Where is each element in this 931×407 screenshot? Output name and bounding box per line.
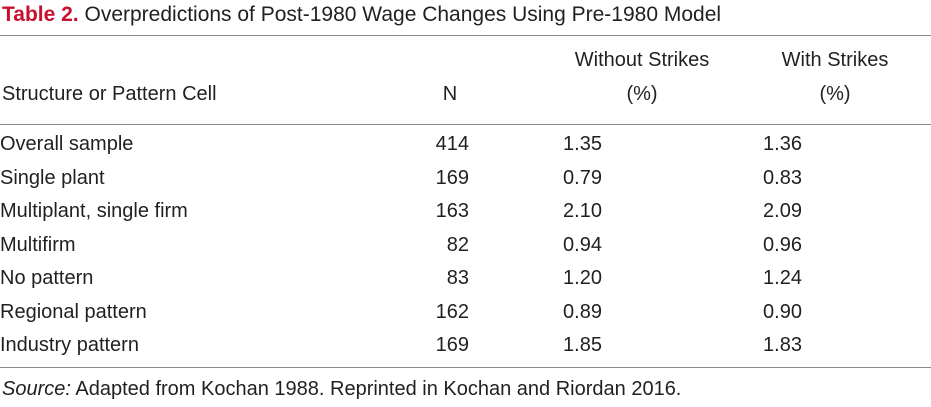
row-cell-label: Multiplant, single firm	[0, 200, 188, 222]
top-rule	[0, 35, 931, 36]
table-row: No pattern 83 1.20 1.24	[0, 262, 869, 296]
table-label: Table 2.	[2, 3, 79, 26]
source-note: Source: Adapted from Kochan 1988. Reprin…	[2, 376, 681, 402]
row-without-strikes-value: 1.85	[563, 334, 602, 356]
row-without-strikes-value: 0.89	[563, 300, 602, 323]
header-with-strikes: With Strikes (%)	[750, 47, 920, 107]
row-n-value: 162	[435, 300, 469, 323]
row-cell-label: Single plant	[0, 166, 105, 189]
row-n-value: 82	[446, 233, 469, 256]
row-cell-label: Overall sample	[0, 133, 134, 155]
row-with-strikes-value: 1.83	[763, 334, 802, 356]
row-n-value: 414	[435, 133, 469, 155]
row-cell-label: No pattern	[0, 267, 94, 289]
source-label: Source:	[2, 378, 71, 400]
table-row: Multiplant, single firm 163 2.10 2.09	[0, 195, 869, 229]
header-without-strikes-label: Without Strikes	[574, 49, 710, 71]
row-n-value: 83	[446, 267, 469, 289]
row-cell-label: Multifirm	[0, 233, 76, 256]
row-cell-label: Industry pattern	[0, 334, 139, 356]
row-with-strikes-value: 2.09	[763, 200, 802, 222]
row-with-strikes-value: 0.96	[763, 233, 802, 256]
table-row: Multifirm 82 0.94 0.96	[0, 229, 869, 263]
bottom-rule	[0, 367, 931, 368]
table-row: Regional pattern 162 0.89 0.90	[0, 296, 869, 330]
row-n-value: 163	[435, 200, 469, 222]
row-without-strikes-value: 1.35	[563, 133, 602, 155]
header-n: N	[442, 83, 458, 105]
table-row: Single plant 169 0.79 0.83	[0, 162, 869, 196]
table-title: Table 2. Overpredictions of Post-1980 Wa…	[2, 2, 721, 28]
source-text: Adapted from Kochan 1988. Reprinted in K…	[70, 378, 682, 400]
row-with-strikes-value: 0.83	[763, 166, 802, 189]
row-without-strikes-value: 2.10	[563, 200, 602, 222]
table-row: Industry pattern 169 1.85 1.83	[0, 329, 869, 363]
header-without-strikes: Without Strikes (%)	[532, 47, 752, 107]
table-caption: Overpredictions of Post-1980 Wage Change…	[84, 3, 722, 26]
header-with-strikes-unit: (%)	[819, 83, 851, 105]
row-without-strikes-value: 1.20	[563, 267, 602, 289]
header-rule	[0, 124, 931, 125]
header-with-strikes-label: With Strikes	[781, 49, 889, 71]
row-with-strikes-value: 0.90	[763, 300, 802, 323]
header-structure: Structure or Pattern Cell	[2, 83, 217, 105]
row-without-strikes-value: 0.79	[563, 166, 602, 189]
row-with-strikes-value: 1.36	[763, 133, 802, 155]
header-without-strikes-unit: (%)	[626, 83, 658, 105]
row-n-value: 169	[435, 334, 469, 356]
data-table: Overall sample 414 1.35 1.36 Single plan…	[0, 128, 869, 363]
row-without-strikes-value: 0.94	[563, 233, 602, 256]
row-cell-label: Regional pattern	[0, 300, 147, 323]
row-n-value: 169	[435, 166, 469, 189]
row-with-strikes-value: 1.24	[763, 267, 802, 289]
table-row: Overall sample 414 1.35 1.36	[0, 128, 869, 162]
